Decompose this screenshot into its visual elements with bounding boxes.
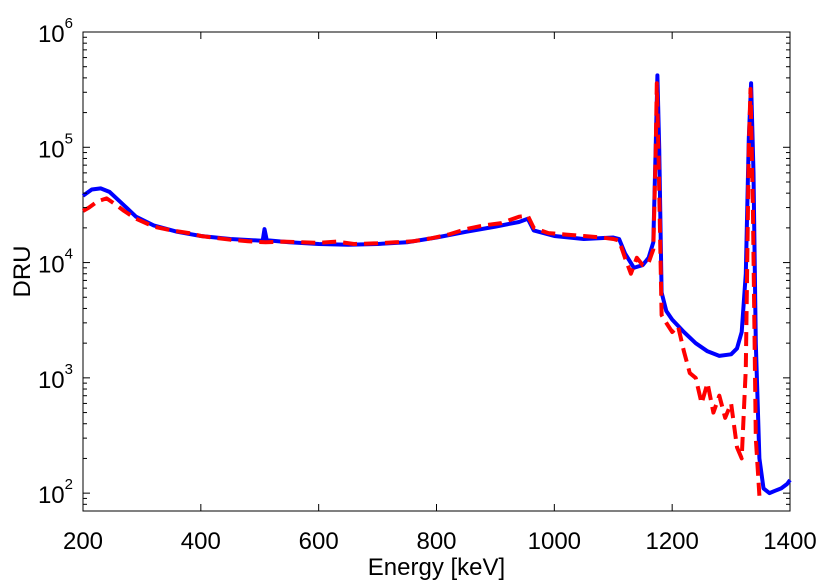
series-layer xyxy=(81,73,792,496)
y-tick-label: 103 xyxy=(38,361,73,394)
x-tick-label: 600 xyxy=(299,528,339,555)
y-tick-label: 105 xyxy=(38,130,73,163)
x-tick-label: 1200 xyxy=(645,528,698,555)
tick-layer: 200 400 600 800 1000 1200 1400 102 103 104 105 106 xyxy=(38,15,817,555)
x-tick-label: 400 xyxy=(181,528,221,555)
series-line-2 xyxy=(82,81,762,496)
y-tick-label: 106 xyxy=(38,15,73,48)
plot-area xyxy=(82,31,791,512)
x-tick-label: 800 xyxy=(416,528,456,555)
x-tick-label: 200 xyxy=(63,528,103,555)
x-tick-label: 1400 xyxy=(763,528,816,555)
y-tick-label: 104 xyxy=(38,246,73,279)
x-axis-title: Energy [keV] xyxy=(368,554,505,581)
y-tick-label: 102 xyxy=(38,476,73,509)
y-axis-title: DRU xyxy=(9,246,36,298)
x-tick-label: 1000 xyxy=(528,528,581,555)
